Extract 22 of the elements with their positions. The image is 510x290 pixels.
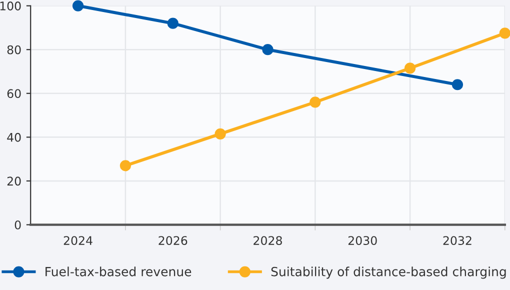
point	[72, 0, 84, 12]
point	[167, 18, 178, 29]
point	[452, 79, 464, 90]
point	[310, 96, 321, 108]
x-tick-label: 2032	[443, 236, 472, 245]
point	[120, 160, 132, 172]
legend-label: Suitability of distance-based charging	[271, 266, 506, 279]
y-tick-label: 80	[7, 45, 21, 54]
y-tick-label: 100	[0, 2, 21, 10]
y-tick-label: 60	[7, 89, 21, 98]
point	[214, 128, 226, 140]
point	[499, 28, 510, 39]
x-tick-label: 2028	[254, 236, 282, 245]
y-tick-label: 0	[14, 220, 21, 230]
x-tick-label: 2026	[158, 236, 188, 245]
point	[404, 62, 416, 74]
legend-label: Fuel-tax-based revenue	[46, 266, 192, 276]
y-tick-label: 40	[7, 132, 21, 142]
x-tick-label: 2024	[64, 236, 92, 245]
x-tick-label: 2030	[348, 236, 377, 245]
point	[262, 44, 274, 56]
y-tick-label: 20	[7, 176, 21, 186]
